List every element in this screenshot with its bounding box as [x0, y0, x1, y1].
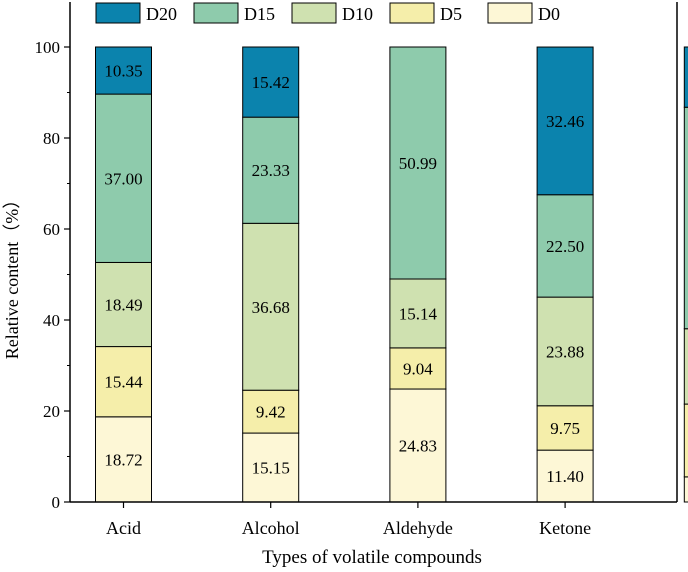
- legend-swatch-d20: [95, 2, 141, 24]
- axes: AcidAlcoholAldehydeKetoneEsterOther02040…: [35, 2, 678, 538]
- x-axis-label: Types of volatile compounds: [262, 547, 482, 568]
- data-label: 15.42: [252, 73, 290, 92]
- bar-d5-aldehyde: [389, 347, 447, 390]
- y-tick-label: 100: [35, 38, 61, 57]
- y-tick-label: 20: [43, 402, 60, 421]
- bar-d15-aldehyde: [389, 46, 447, 280]
- data-label: 22.50: [546, 237, 584, 256]
- bar-d5-alcohol: [242, 389, 300, 434]
- y-tick-label: 60: [43, 220, 60, 239]
- y-tick-label: 80: [43, 129, 60, 148]
- data-label: 36.68: [252, 298, 290, 317]
- x-tick-label: Ketone: [539, 518, 591, 538]
- bar-d20-acid: [95, 46, 152, 95]
- data-label: 11.40: [546, 467, 584, 486]
- data-label: 50.99: [399, 154, 437, 173]
- legend-swatch-d0: [487, 2, 533, 24]
- bar-d20-ketone: [536, 46, 594, 196]
- bar-d15-ester: [683, 106, 688, 330]
- data-label: 23.33: [252, 161, 290, 180]
- data-label: 9.42: [256, 403, 286, 422]
- y-axis-label: Relative content（%）: [2, 191, 22, 359]
- bar-d15-ketone: [536, 194, 594, 298]
- data-label: 32.46: [546, 112, 584, 131]
- legend-swatch-d5: [389, 2, 435, 24]
- bar-d0-alcohol: [242, 432, 300, 503]
- bar-d0-aldehyde: [389, 388, 447, 503]
- data-label: 15.15: [252, 459, 290, 478]
- bar-d5-acid: [95, 346, 152, 418]
- data-label: 9.04: [403, 359, 433, 378]
- x-tick-label: Aldehyde: [383, 518, 453, 538]
- bar-d5-ester: [683, 403, 688, 478]
- data-label: 23.88: [546, 342, 584, 361]
- bar-d20-alcohol: [242, 46, 300, 118]
- legend: D20 D15 D10 D5 D0: [95, 2, 560, 24]
- data-label: 37.00: [104, 169, 142, 188]
- y-tick-label: 40: [43, 311, 60, 330]
- data-label: 9.75: [550, 419, 580, 438]
- legend-swatch-d15: [193, 2, 239, 24]
- bar-d0-acid: [95, 416, 152, 503]
- bar-d20-ester: [683, 46, 688, 108]
- legend-swatch-d10: [291, 2, 337, 24]
- bar-d15-alcohol: [242, 116, 300, 224]
- bar-d5-ketone: [536, 405, 594, 451]
- bar-d15-acid: [95, 93, 152, 263]
- x-tick-label: Acid: [106, 518, 141, 538]
- data-label: 24.83: [399, 437, 437, 456]
- legend-label-d15: D15: [244, 4, 275, 24]
- data-label: 15.44: [104, 373, 143, 392]
- bar-d10-alcohol: [242, 222, 300, 391]
- data-label: 18.49: [104, 296, 142, 315]
- legend-label-d20: D20: [146, 4, 177, 24]
- data-label: 18.72: [104, 450, 142, 469]
- legend-label-d5: D5: [440, 4, 462, 24]
- bars: 18.72 15.44 18.49 37.00 10.35 15.15 9.42 36.68 2…: [95, 46, 688, 503]
- data-label: 15.14: [399, 304, 438, 323]
- legend-label-d10: D10: [342, 4, 373, 24]
- bar-d10-ketone: [536, 296, 594, 407]
- y-tick-label: 0: [52, 493, 61, 512]
- bar-d10-aldehyde: [389, 278, 447, 349]
- bar-d0-ester: [683, 476, 688, 503]
- data-label: 10.35: [104, 62, 142, 81]
- x-tick-label: Alcohol: [242, 518, 300, 538]
- bar-d10-ester: [683, 328, 688, 405]
- legend-label-d0: D0: [538, 4, 560, 24]
